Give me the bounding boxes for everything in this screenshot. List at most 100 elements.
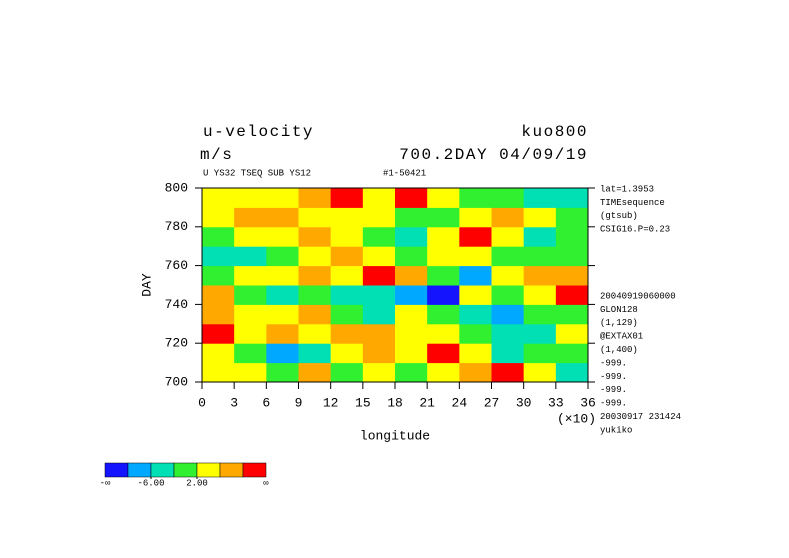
colorbar-swatch <box>196 462 221 478</box>
cell <box>491 188 525 208</box>
cell <box>459 343 492 364</box>
cell <box>459 188 492 208</box>
cell <box>395 285 428 305</box>
cell <box>234 304 267 325</box>
cell <box>395 265 428 286</box>
cell <box>555 323 589 344</box>
cell <box>459 285 492 305</box>
x-tick-label: 3 <box>230 395 238 410</box>
colorbar-label: 2.00 <box>186 478 208 488</box>
cell <box>555 226 589 247</box>
cell <box>202 285 235 305</box>
cell <box>523 246 557 267</box>
cell <box>298 246 332 267</box>
cell <box>330 285 364 305</box>
cell <box>266 188 299 208</box>
cell <box>395 323 428 344</box>
x-axis-label: longitude <box>360 428 430 443</box>
subtitle: 700.2DAY 04/09/19 <box>399 146 588 164</box>
note: 20040919060000 <box>600 291 676 301</box>
cell <box>330 323 364 344</box>
note: (1,400) <box>600 345 638 355</box>
cell <box>427 343 460 364</box>
cell <box>298 207 332 228</box>
cell <box>491 285 525 305</box>
cell <box>491 265 525 286</box>
cell <box>234 188 267 208</box>
cell <box>427 226 460 247</box>
cell <box>555 188 589 208</box>
cell <box>234 362 267 383</box>
note: (1,129) <box>600 318 638 328</box>
x-tick-label: 33 <box>548 395 564 410</box>
colorbar-swatch <box>104 462 129 478</box>
cell <box>362 323 396 344</box>
cell <box>266 362 299 383</box>
x-tick-label: 6 <box>262 395 270 410</box>
field <box>202 188 589 383</box>
cell <box>555 304 589 325</box>
cell <box>202 362 235 383</box>
chart-title-right: kuo800 <box>521 123 588 141</box>
cell <box>395 188 428 208</box>
cell <box>234 285 267 305</box>
cell <box>266 323 299 344</box>
header-right: #1-50421 <box>383 168 426 178</box>
cell <box>266 246 299 267</box>
cell <box>330 304 364 325</box>
cell <box>330 265 364 286</box>
cell <box>362 265 396 286</box>
cell <box>298 323 332 344</box>
x-tick-label: 12 <box>323 395 339 410</box>
colorbar-swatch <box>219 462 244 478</box>
cell <box>266 285 299 305</box>
cell <box>459 304 492 325</box>
x-multiplier: (×10) <box>557 411 596 426</box>
cell <box>427 362 460 383</box>
y-tick-label: 700 <box>165 374 188 389</box>
cell <box>330 362 364 383</box>
cell <box>555 246 589 267</box>
cell <box>459 362 492 383</box>
cell <box>362 226 396 247</box>
cell <box>491 207 525 228</box>
cell <box>202 246 235 267</box>
cell <box>234 323 267 344</box>
note: CSIG16.P=0.23 <box>600 225 670 235</box>
cell <box>523 265 557 286</box>
cell <box>362 304 396 325</box>
y-tick-label: 800 <box>165 180 188 195</box>
cell <box>491 362 525 383</box>
cell <box>234 343 267 364</box>
cell <box>459 265 492 286</box>
cell <box>427 188 460 208</box>
cell <box>523 285 557 305</box>
colorbar-swatch <box>150 462 175 478</box>
x-tick-label: 36 <box>580 395 596 410</box>
x-tick-label: 0 <box>198 395 206 410</box>
cell <box>523 226 557 247</box>
cell <box>330 226 364 247</box>
cell <box>491 323 525 344</box>
y-tick-label: 740 <box>165 297 188 312</box>
note: yukiko <box>600 425 632 435</box>
chart-title: u-velocity <box>203 123 314 141</box>
note: -999. <box>600 399 627 409</box>
cell <box>362 207 396 228</box>
colorbar-label: -6.00 <box>137 478 164 488</box>
cell <box>555 265 589 286</box>
cell <box>202 226 235 247</box>
cell <box>266 226 299 247</box>
cell <box>395 246 428 267</box>
cell <box>523 323 557 344</box>
cell <box>266 304 299 325</box>
cell <box>555 285 589 305</box>
x-tick-label: 21 <box>419 395 435 410</box>
cell <box>362 246 396 267</box>
cell <box>234 265 267 286</box>
x-tick-label: 27 <box>484 395 500 410</box>
cell <box>202 304 235 325</box>
colorbar-swatch <box>173 462 198 478</box>
note: -999. <box>600 385 627 395</box>
cell <box>459 207 492 228</box>
